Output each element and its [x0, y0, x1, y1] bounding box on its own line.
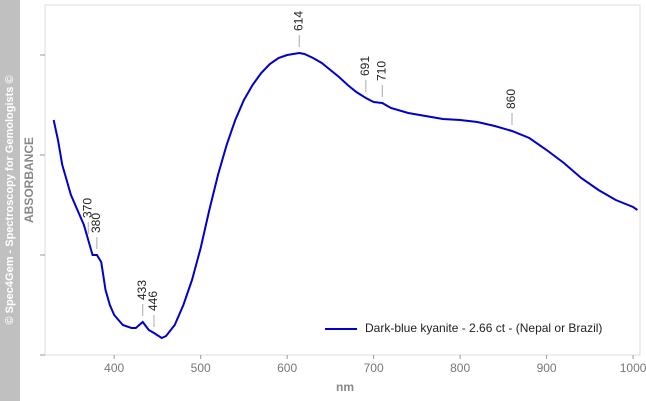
plot-frame — [44, 4, 641, 356]
legend-label: Dark-blue kyanite - 2.66 ct - (Nepal or … — [365, 321, 602, 335]
annotation-label: 370 — [80, 198, 94, 218]
annotation-label: 860 — [504, 89, 518, 109]
annotation-label: 433 — [135, 280, 149, 300]
y-axis-label: ABSORBANCE — [22, 137, 36, 223]
x-tick-label: 400 — [104, 361, 124, 375]
x-tick-label: 700 — [364, 361, 384, 375]
annotation-label: 710 — [374, 61, 388, 81]
x-tick-label: 1000 — [620, 361, 646, 375]
spectrum-line — [52, 51, 638, 340]
watermark: © Spec4Gem - Spectroscopy for Gemologist… — [4, 75, 16, 324]
x-tick-label: 500 — [191, 361, 211, 375]
x-axis-label: nm — [336, 380, 354, 394]
annotation-label: 691 — [358, 56, 372, 76]
x-tick-label: 800 — [450, 361, 470, 375]
annotation-label: 446 — [146, 291, 160, 311]
x-tick-label: 900 — [537, 361, 557, 375]
x-tick-label: 600 — [277, 361, 297, 375]
annotation-label: 380 — [89, 213, 103, 233]
side-band — [0, 0, 20, 401]
annotation-label: 614 — [291, 11, 305, 31]
